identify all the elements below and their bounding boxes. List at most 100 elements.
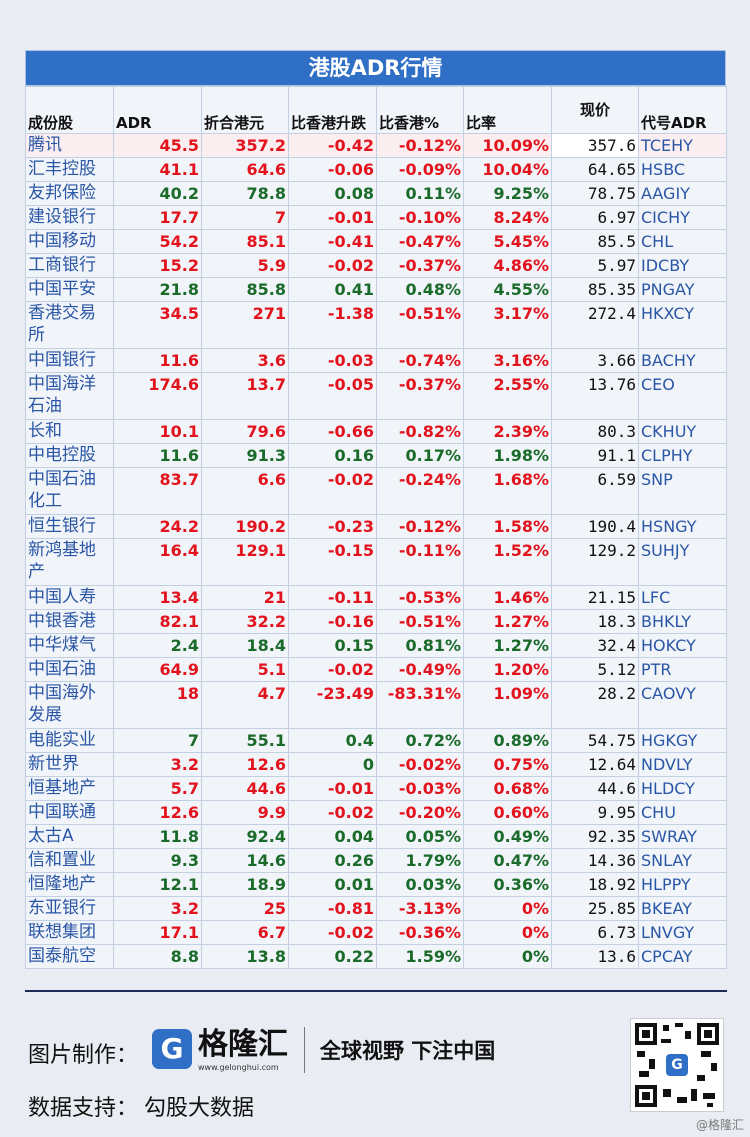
adr-value: 2.4 <box>113 633 202 658</box>
adr-value: 15.2 <box>113 253 202 278</box>
ratio-value: 1.58% <box>463 514 552 539</box>
price-value: 12.64 <box>551 752 639 777</box>
hkd-value: 271 <box>201 301 289 349</box>
hkd-value: 129.1 <box>201 538 289 586</box>
ratio-value: 2.39% <box>463 419 552 444</box>
ratio-value: 1.09% <box>463 681 552 729</box>
adr-code[interactable]: LFC <box>638 585 727 610</box>
price-value: 9.95 <box>551 800 639 825</box>
price-value: 3.66 <box>551 348 639 373</box>
adr-code[interactable]: HGKGY <box>638 728 727 753</box>
adr-code[interactable]: HLPPY <box>638 872 727 897</box>
adr-code[interactable]: BHKLY <box>638 609 727 634</box>
stock-name: 汇丰控股 <box>25 157 114 182</box>
change-value: -0.02 <box>288 657 377 682</box>
table-row: 香港交易所 34.5 271 -1.38 -0.51% 3.17% 272.4 HKXCY <box>25 301 727 349</box>
table-row: 恒隆地产 12.1 18.9 0.01 0.03% 0.36% 18.92 HLPPY <box>25 872 727 897</box>
brand-logo[interactable]: G 格隆汇 www.gelonghui.com <box>152 1027 292 1075</box>
logo-text: 格隆汇 <box>198 1027 288 1062</box>
ratio-value: 0.47% <box>463 848 552 873</box>
change-value: -0.06 <box>288 157 377 182</box>
ratio-value: 0% <box>463 944 552 969</box>
adr-code[interactable]: SUHJY <box>638 538 727 586</box>
table-row: 汇丰控股 41.1 64.6 -0.06 -0.09% 10.04% 64.65 HSBC <box>25 157 727 182</box>
adr-code[interactable]: CHU <box>638 800 727 825</box>
adr-value: 11.6 <box>113 443 202 468</box>
table-row: 中华煤气 2.4 18.4 0.15 0.81% 1.27% 32.4 HOKCY <box>25 633 727 658</box>
adr-code[interactable]: HSNGY <box>638 514 727 539</box>
adr-code[interactable]: TCEHY <box>638 133 727 158</box>
price-value: 85.35 <box>551 277 639 302</box>
stock-name: 国泰航空 <box>25 944 114 969</box>
price-value: 6.73 <box>551 920 639 945</box>
pct-value: 0.03% <box>376 872 464 897</box>
adr-value: 3.2 <box>113 896 202 921</box>
stock-name: 中国平安 <box>25 277 114 302</box>
table-row: 中国联通 12.6 9.9 -0.02 -0.20% 0.60% 9.95 CHU <box>25 800 727 825</box>
stock-name: 新世界 <box>25 752 114 777</box>
adr-value: 12.6 <box>113 800 202 825</box>
made-by-label: 图片制作： <box>28 1043 139 1068</box>
price-value: 190.4 <box>551 514 639 539</box>
stock-name: 中国石油化工 <box>25 467 114 515</box>
pct-value: 0.05% <box>376 824 464 849</box>
pct-value: -0.49% <box>376 657 464 682</box>
page-title: 港股ADR行情 <box>25 50 726 86</box>
price-value: 272.4 <box>551 301 639 349</box>
table-row: 中国海洋石油 174.6 13.7 -0.05 -0.37% 2.55% 13.76 CEO <box>25 372 727 420</box>
stock-name: 中国石油 <box>25 657 114 682</box>
adr-code[interactable]: CLPHY <box>638 443 727 468</box>
stock-name: 电能实业 <box>25 728 114 753</box>
table-row: 中国海外发展 18 4.7 -23.49 -83.31% 1.09% 28.2 CAOVY <box>25 681 727 729</box>
adr-code[interactable]: IDCBY <box>638 253 727 278</box>
ratio-value: 0% <box>463 896 552 921</box>
change-value: -0.81 <box>288 896 377 921</box>
stock-name: 友邦保险 <box>25 181 114 206</box>
adr-code[interactable]: CICHY <box>638 205 727 230</box>
adr-value: 7 <box>113 728 202 753</box>
table-row: 中国人寿 13.4 21 -0.11 -0.53% 1.46% 21.15 LFC <box>25 585 727 610</box>
adr-code[interactable]: SWRAY <box>638 824 727 849</box>
logo-g-icon: G <box>152 1029 192 1069</box>
pct-value: -0.37% <box>376 372 464 420</box>
stock-name: 中国银行 <box>25 348 114 373</box>
change-value: 0.08 <box>288 181 377 206</box>
adr-code[interactable]: NDVLY <box>638 752 727 777</box>
corner-watermark: @格隆汇 <box>695 1118 744 1132</box>
col-header-change: 比香港升跌 <box>288 86 377 134</box>
adr-code[interactable]: HOKCY <box>638 633 727 658</box>
adr-code[interactable]: CPCAY <box>638 944 727 969</box>
ratio-value: 1.20% <box>463 657 552 682</box>
adr-code[interactable]: SNP <box>638 467 727 515</box>
adr-code[interactable]: CEO <box>638 372 727 420</box>
adr-code[interactable]: HKXCY <box>638 301 727 349</box>
stock-name: 建设银行 <box>25 205 114 230</box>
adr-code[interactable]: PTR <box>638 657 727 682</box>
change-value: -23.49 <box>288 681 377 729</box>
change-value: -0.41 <box>288 229 377 254</box>
adr-code[interactable]: LNVGY <box>638 920 727 945</box>
table-row: 恒基地产 5.7 44.6 -0.01 -0.03% 0.68% 44.6 HLDCY <box>25 776 727 801</box>
pct-value: 0.17% <box>376 443 464 468</box>
adr-value: 21.8 <box>113 277 202 302</box>
hkd-value: 9.9 <box>201 800 289 825</box>
table-row: 信和置业 9.3 14.6 0.26 1.79% 0.47% 14.36 SNLAY <box>25 848 727 873</box>
adr-code[interactable]: AAGIY <box>638 181 727 206</box>
hkd-value: 5.9 <box>201 253 289 278</box>
ratio-value: 0.49% <box>463 824 552 849</box>
adr-code[interactable]: CKHUY <box>638 419 727 444</box>
adr-code[interactable]: SNLAY <box>638 848 727 873</box>
adr-code[interactable]: BACHY <box>638 348 727 373</box>
adr-value: 45.5 <box>113 133 202 158</box>
adr-code[interactable]: HLDCY <box>638 776 727 801</box>
ratio-value: 5.45% <box>463 229 552 254</box>
adr-code[interactable]: HSBC <box>638 157 727 182</box>
adr-code[interactable]: CAOVY <box>638 681 727 729</box>
ratio-value: 4.55% <box>463 277 552 302</box>
table-row: 长和 10.1 79.6 -0.66 -0.82% 2.39% 80.3 CKHUY <box>25 419 727 444</box>
adr-code[interactable]: CHL <box>638 229 727 254</box>
adr-code[interactable]: PNGAY <box>638 277 727 302</box>
adr-code[interactable]: BKEAY <box>638 896 727 921</box>
adr-value: 5.7 <box>113 776 202 801</box>
qr-code-icon[interactable]: G <box>630 1018 724 1112</box>
